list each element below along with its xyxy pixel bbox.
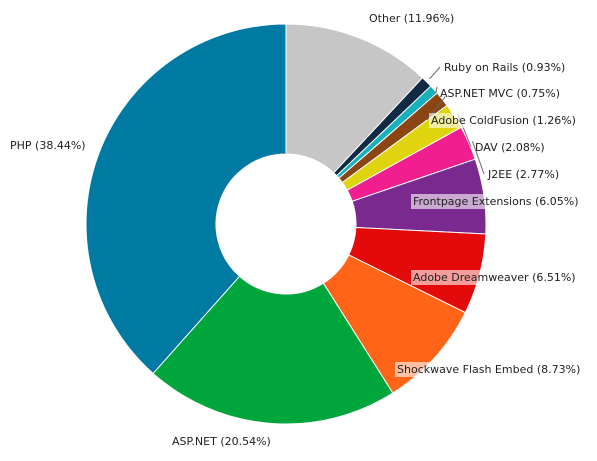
slice-label-adobe-dreamweaver: Adobe Dreamweaver (6.51%) — [413, 271, 576, 284]
slice-label-j2ee: J2EE (2.77%) — [487, 168, 559, 181]
leader-line-ruby-on-rails — [429, 66, 441, 80]
label-group: Other (11.96%) Ruby on Rails (0.93%) ASP.N… — [10, 12, 583, 448]
slice-label-other: Other (11.96%) — [369, 12, 454, 25]
slice-label-adobe-coldfusion: Adobe ColdFusion (1.26%) — [431, 114, 576, 127]
slice-label-asp-net-mvc: ASP.NET MVC (0.75%) — [440, 87, 560, 100]
slice-label-asp-net: ASP.NET (20.54%) — [172, 435, 271, 448]
slice-label-bg-shockwave-flash-embed — [395, 362, 583, 377]
slice-label-frontpage-extensions: Frontpage Extensions (6.05%) — [413, 195, 579, 208]
slice-label-shockwave-flash-embed: Shockwave Flash Embed (8.73%) — [397, 363, 580, 376]
slice-label-bg-frontpage-extensions — [411, 194, 581, 209]
slice-other[interactable] — [285, 23, 424, 174]
slice-label-dav: DAV (2.08%) — [475, 141, 545, 154]
leader-line-j2ee — [472, 141, 485, 175]
slice-label-bg-adobe-coldfusion — [429, 113, 578, 128]
slice-label-ruby-on-rails: Ruby on Rails (0.93%) — [444, 61, 565, 74]
slice-label-bg-adobe-dreamweaver — [411, 270, 578, 285]
slice-label-php: PHP (38.44%) — [10, 139, 86, 152]
slice-asp-net[interactable] — [152, 275, 394, 425]
leader-line-asp-net-mvc — [435, 86, 438, 94]
slice-php[interactable] — [85, 23, 287, 375]
